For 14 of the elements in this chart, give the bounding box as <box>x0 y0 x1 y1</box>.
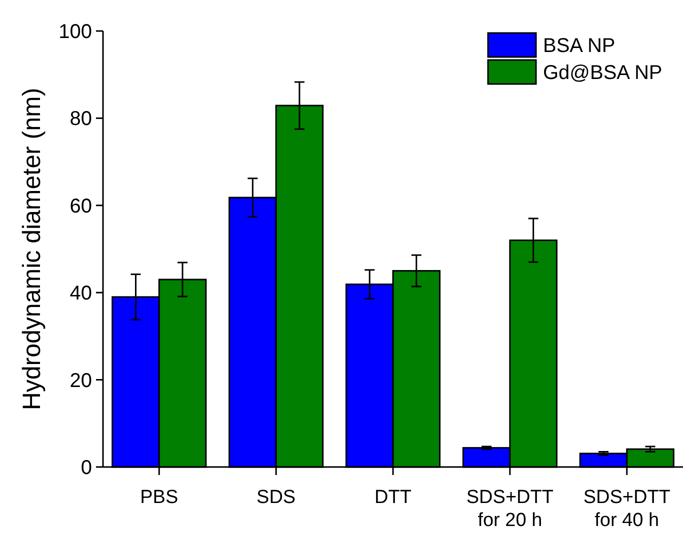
y-tick-label: 20 <box>70 370 92 392</box>
y-tick-label: 60 <box>70 195 92 218</box>
x-tick-label: PBS <box>140 487 178 508</box>
x-tick-label: SDS+DTT for 20 h <box>466 487 554 531</box>
legend-label: BSA NP <box>543 35 616 57</box>
x-tick-label: SDS <box>256 487 296 508</box>
legend-label: Gd@BSA NP <box>543 62 662 84</box>
x-tick-label: DTT <box>374 487 412 508</box>
y-tick-label: 100 <box>58 21 92 43</box>
y-tick-label: 40 <box>70 282 92 305</box>
y-tick-label: 0 <box>80 457 92 479</box>
y-tick-label: 80 <box>70 108 92 130</box>
x-tick-label: SDS+DTT for 40 h <box>583 487 671 531</box>
y-axis-title: Hydrodynamic diameter (nm) <box>18 88 46 410</box>
